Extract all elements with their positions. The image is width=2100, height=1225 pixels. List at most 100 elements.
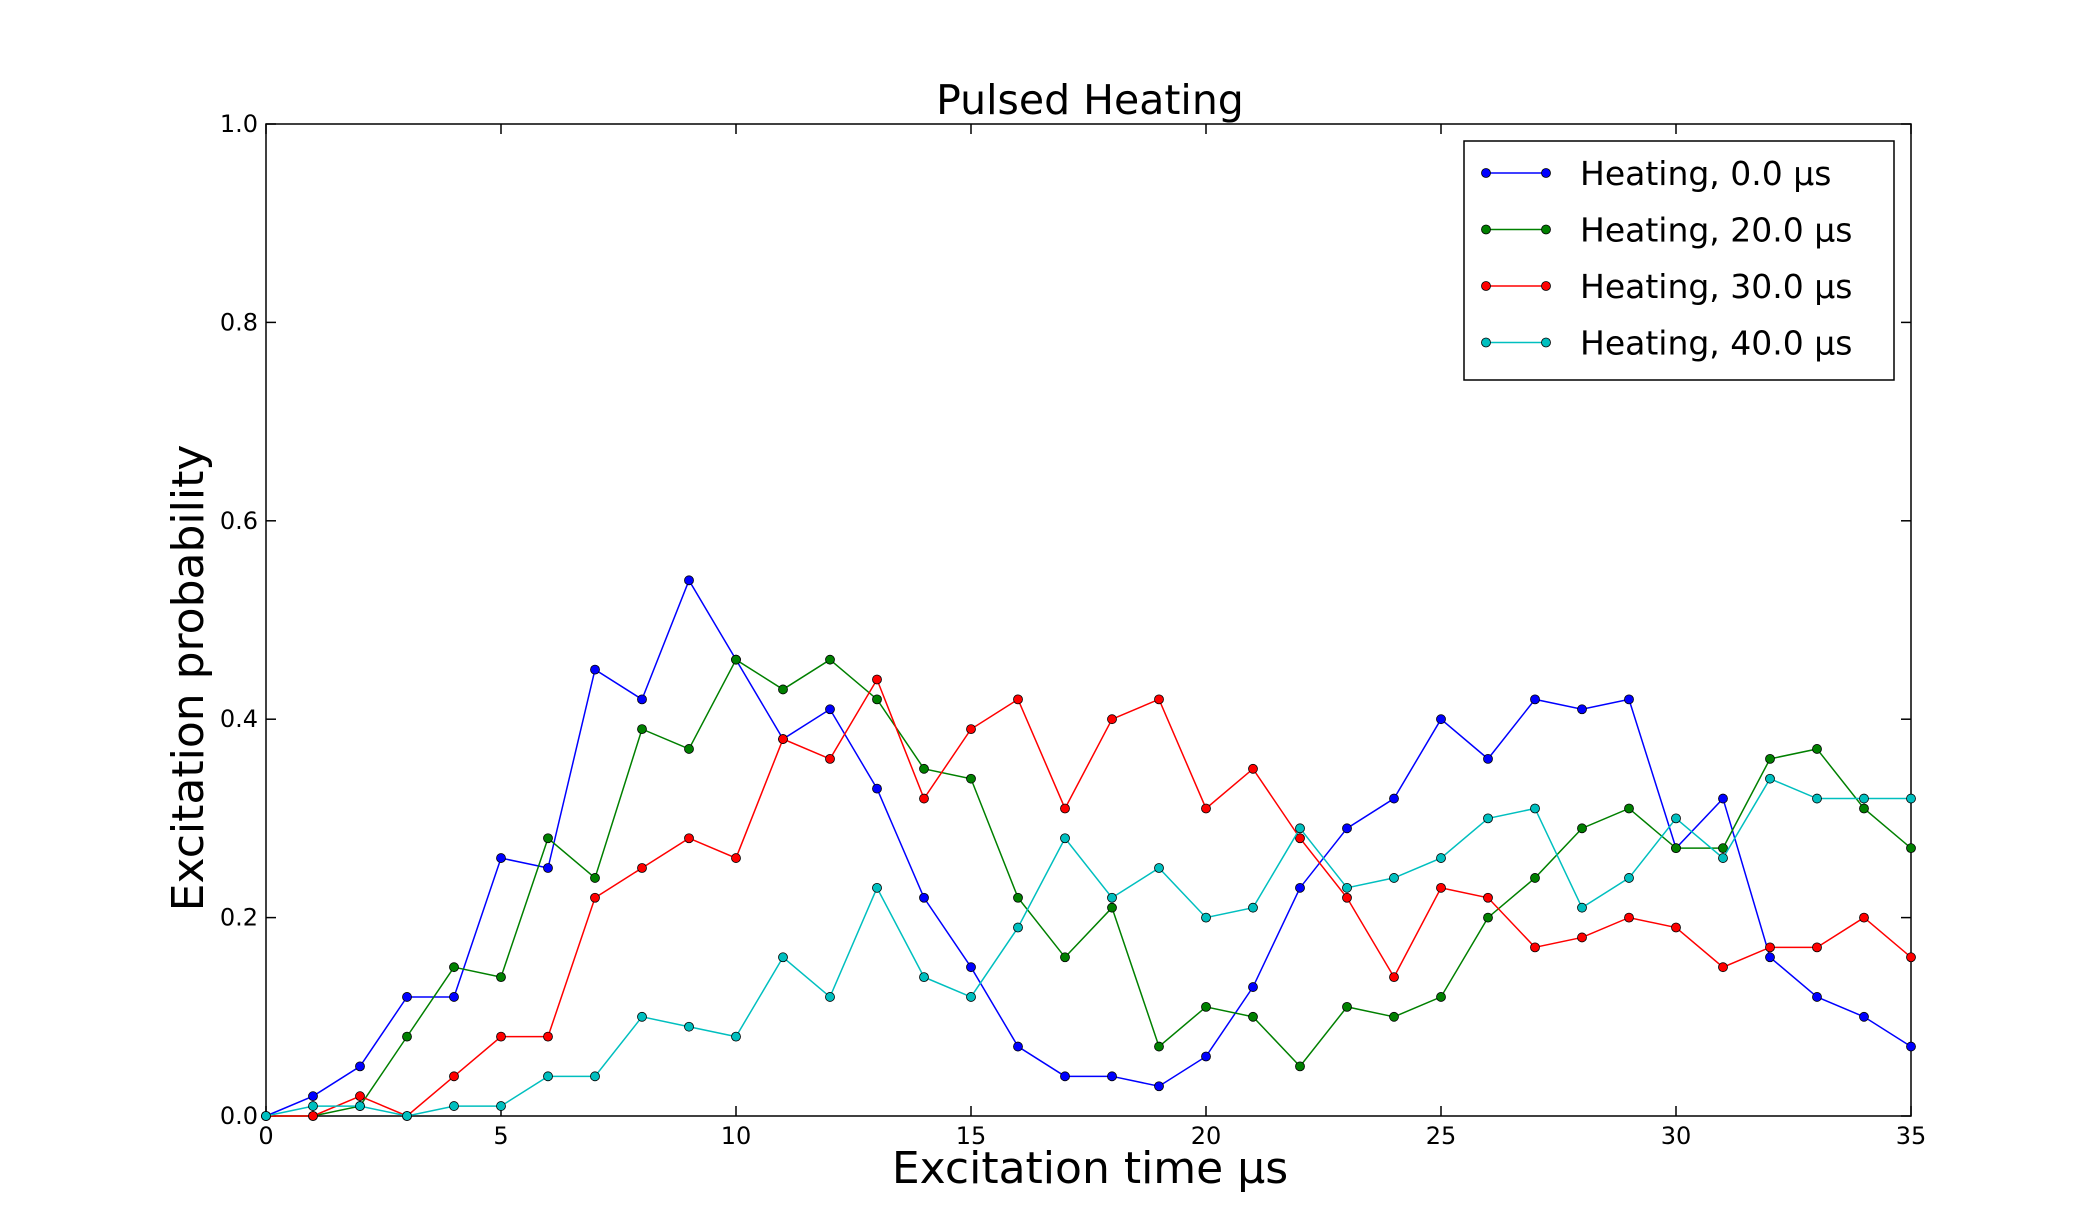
data-point <box>1060 803 1070 814</box>
data-point <box>1436 853 1446 863</box>
data-point <box>684 744 694 754</box>
data-point <box>543 1071 553 1082</box>
data-point <box>1154 1081 1164 1092</box>
data-point <box>1107 892 1117 903</box>
legend-box <box>1463 140 1895 381</box>
data-point <box>637 724 647 735</box>
data-point <box>1107 902 1117 913</box>
legend-label: Heating, 30.0 μs <box>1580 267 1852 306</box>
data-point <box>590 1071 600 1082</box>
data-point <box>1624 873 1634 883</box>
data-point <box>1859 912 1869 923</box>
data-point <box>1342 882 1352 893</box>
data-point <box>1483 753 1493 764</box>
data-point <box>1389 873 1399 883</box>
data-point <box>825 704 835 715</box>
data-point <box>402 1031 412 1042</box>
data-point <box>966 724 976 735</box>
data-point <box>1859 793 1869 804</box>
data-point <box>778 952 788 963</box>
x-axis-label: Excitation time μs <box>892 1143 1288 1194</box>
data-point <box>825 753 835 764</box>
legend-marker <box>1481 224 1491 235</box>
y-tick-label: 0.8 <box>220 308 258 336</box>
data-point <box>825 654 835 665</box>
x-tick-label: 5 <box>493 1122 508 1150</box>
legend-marker <box>1481 168 1491 178</box>
data-point <box>1906 952 1916 963</box>
data-point <box>1906 793 1916 804</box>
data-point <box>1013 1041 1023 1052</box>
data-point <box>1107 714 1117 725</box>
data-point <box>1765 773 1775 784</box>
data-point <box>402 992 412 1002</box>
data-point <box>1201 912 1211 923</box>
data-point <box>1248 902 1258 913</box>
data-point <box>966 773 976 784</box>
data-point <box>637 694 647 705</box>
data-point <box>1859 803 1869 814</box>
legend-label: Heating, 20.0 μs <box>1580 211 1852 250</box>
data-point <box>1577 823 1587 834</box>
data-point <box>1812 744 1822 754</box>
data-point <box>1671 843 1681 854</box>
y-tick-label: 0.2 <box>220 904 258 932</box>
data-point <box>1812 992 1822 1002</box>
data-point <box>1530 694 1540 705</box>
data-point <box>496 1101 506 1111</box>
data-point <box>684 833 694 844</box>
series-line <box>265 777 1911 1117</box>
data-point <box>1248 763 1258 774</box>
data-point <box>872 783 882 794</box>
data-point <box>919 763 929 774</box>
data-point <box>1295 833 1305 844</box>
y-tick-label: 0.0 <box>220 1102 258 1130</box>
legend-entry: Heating, 30.0 μs <box>1481 267 1852 306</box>
data-point <box>1812 942 1822 953</box>
data-point <box>1060 1071 1070 1082</box>
data-point <box>1483 892 1493 903</box>
data-point <box>1624 694 1634 705</box>
data-point <box>1154 694 1164 705</box>
legend-entry: Heating, 40.0 μs <box>1481 324 1852 363</box>
data-point <box>308 1101 318 1111</box>
data-point <box>1201 1051 1211 1062</box>
data-point <box>449 1071 459 1082</box>
x-tick-label: 35 <box>1896 1122 1927 1150</box>
data-point <box>1624 803 1634 814</box>
y-tick-label: 1.0 <box>220 110 258 138</box>
legend: Heating, 0.0 μs Heating, 20.0 μs Heating, … <box>1463 140 1895 381</box>
data-point <box>590 892 600 903</box>
data-point <box>684 1021 694 1032</box>
y-tick-label: 0.6 <box>220 507 258 535</box>
data-point <box>1718 853 1728 863</box>
data-point <box>1765 952 1775 963</box>
series-line <box>266 658 1912 1117</box>
data-point <box>1295 823 1305 834</box>
data-point <box>966 962 976 973</box>
data-point <box>684 575 694 586</box>
data-point <box>872 882 882 893</box>
data-point <box>1248 1011 1258 1022</box>
legend-marker <box>1481 337 1491 348</box>
data-point <box>543 833 553 844</box>
data-point <box>1624 912 1634 923</box>
data-point <box>496 1031 506 1042</box>
data-point <box>1389 1011 1399 1022</box>
data-point <box>1154 1041 1164 1052</box>
x-tick-label: 30 <box>1661 1122 1692 1150</box>
data-point <box>1154 863 1164 873</box>
data-point <box>1295 882 1305 893</box>
data-point <box>1765 942 1775 953</box>
data-point <box>590 873 600 883</box>
data-point <box>1530 803 1540 814</box>
data-point <box>1107 1071 1117 1082</box>
data-point <box>1671 922 1681 933</box>
data-point <box>1718 843 1728 854</box>
x-tick-label: 15 <box>956 1122 987 1150</box>
data-point <box>1577 704 1587 715</box>
data-point <box>1342 892 1352 903</box>
plot-area <box>265 123 1912 1117</box>
data-point <box>919 793 929 804</box>
data-point <box>825 992 835 1002</box>
